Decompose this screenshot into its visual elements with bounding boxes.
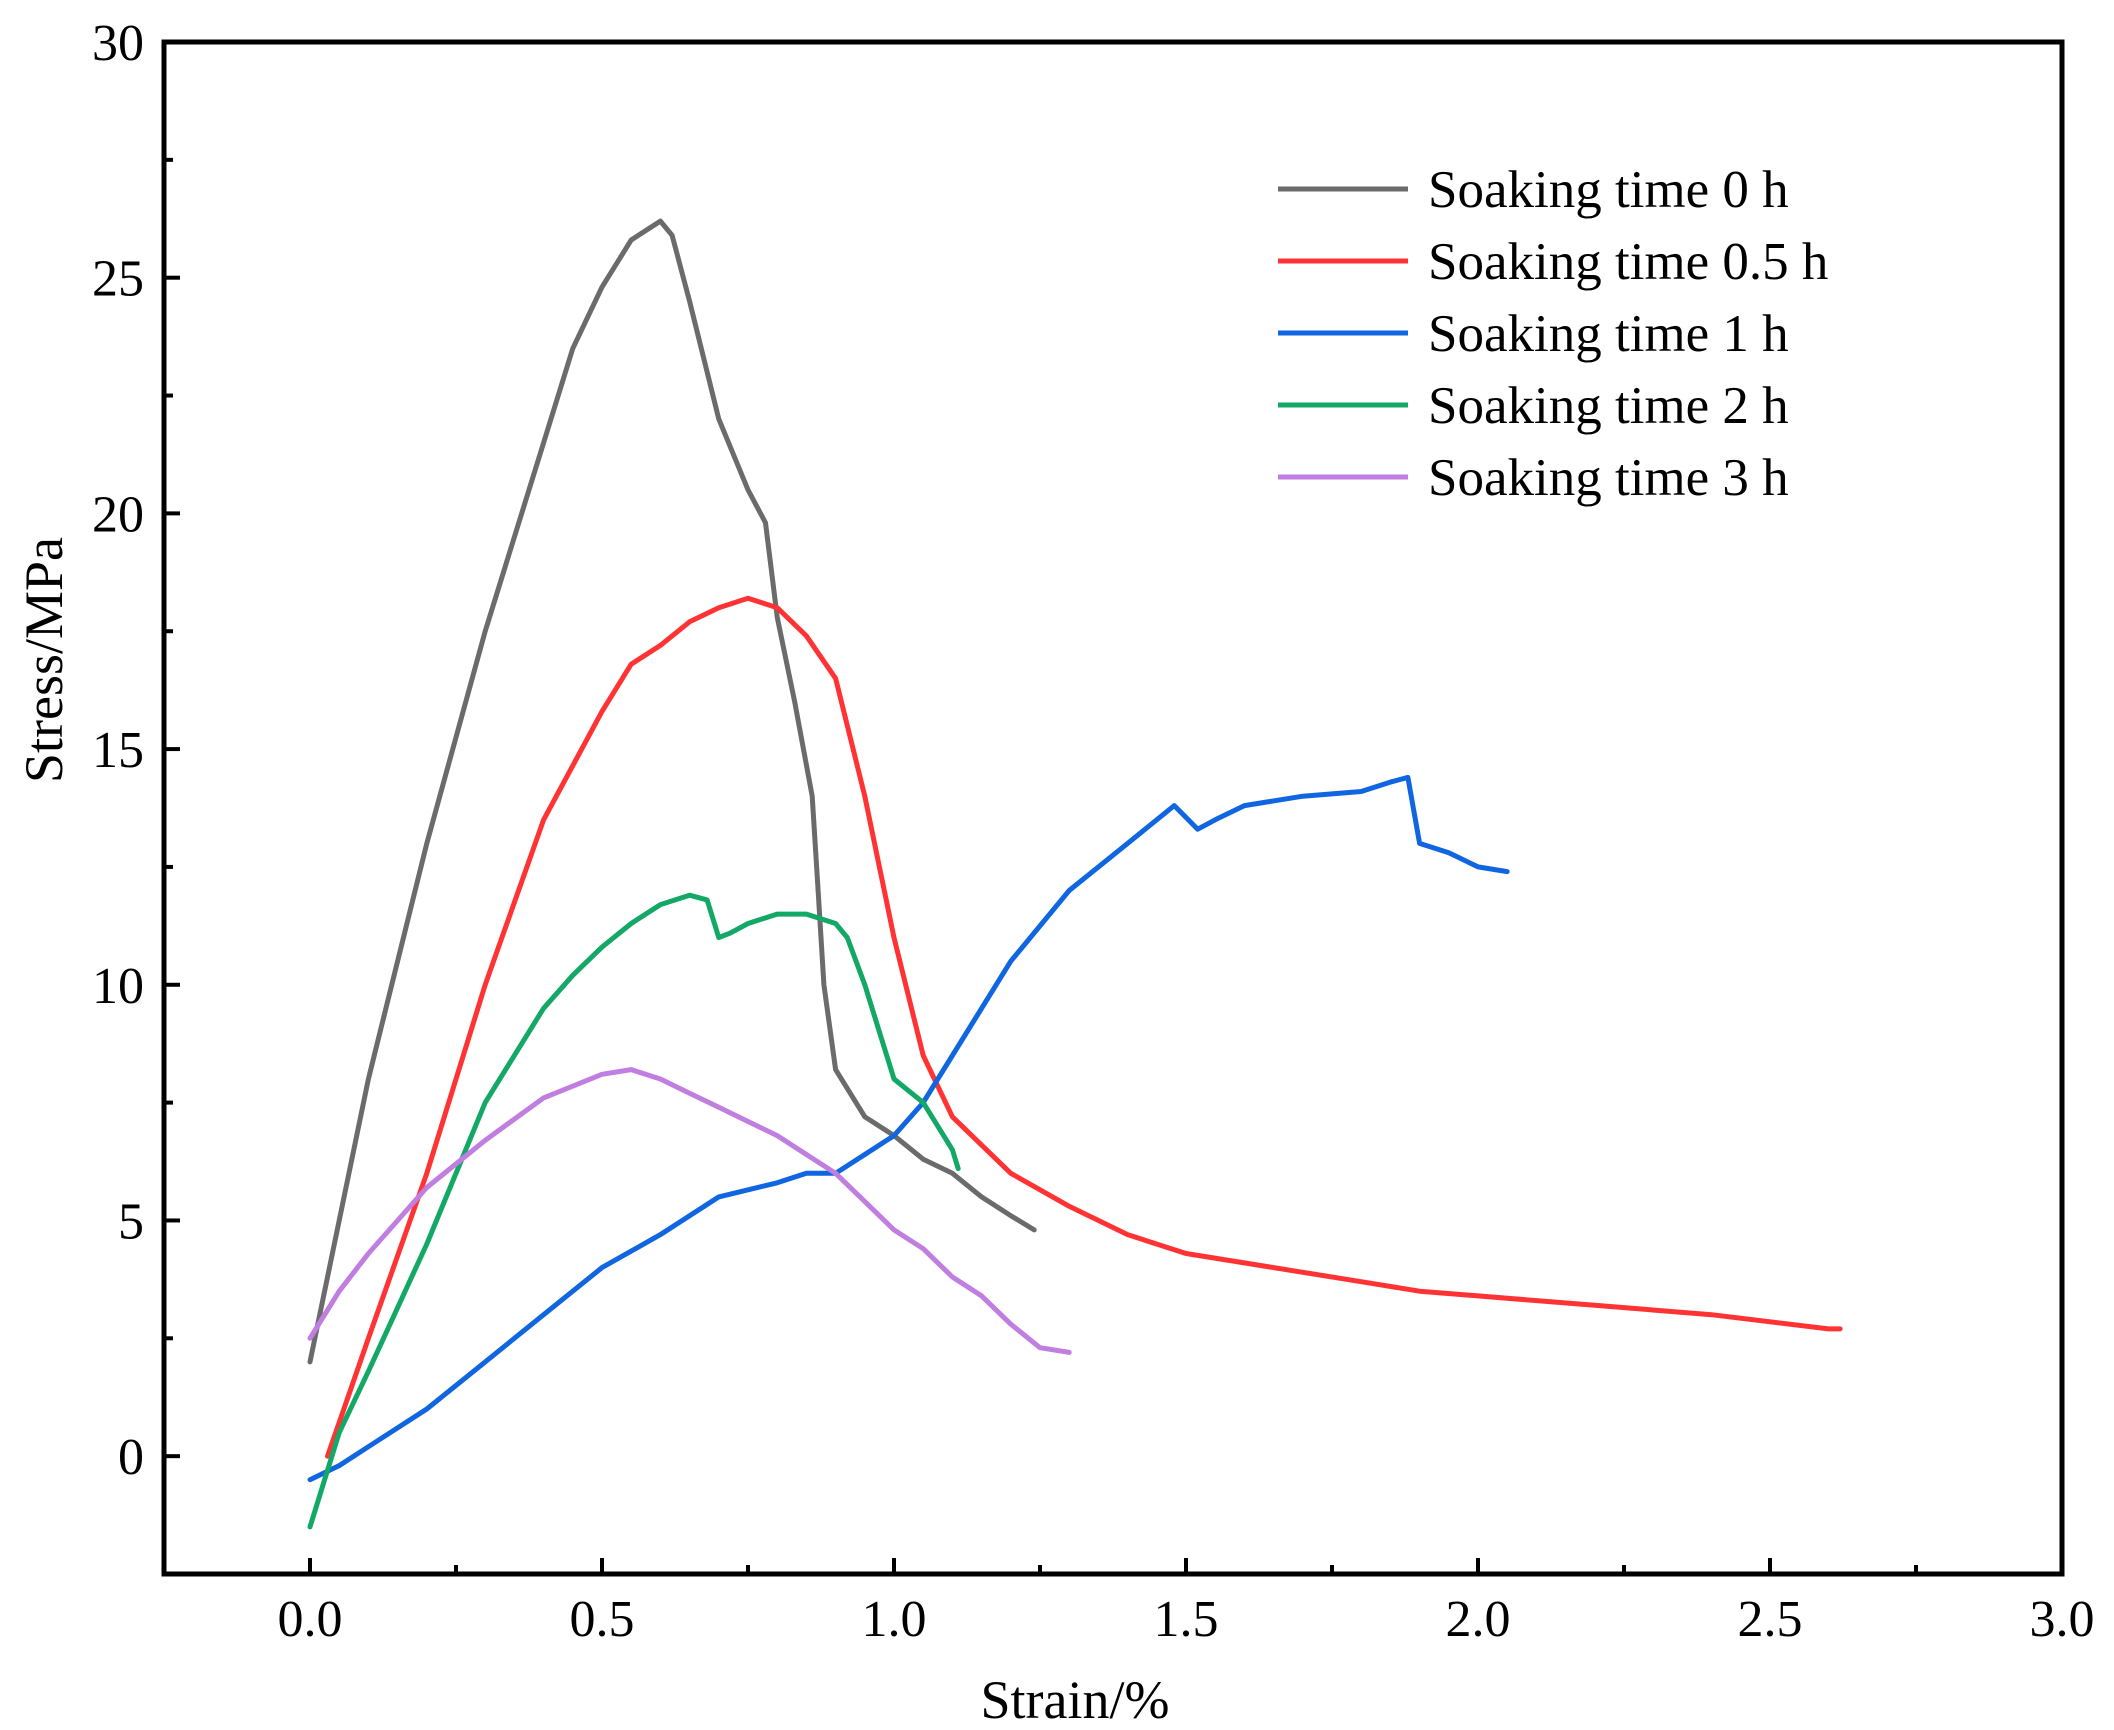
x-tick-label: 0.5: [570, 1591, 635, 1648]
y-axis-title: Stress/MPa: [14, 537, 74, 783]
ticks-layer: 0.0 0.5 1.0 1.5 2.0 2.5 3.0 0 5 10 15 20 25 30: [92, 15, 2095, 1648]
legend: Soaking time 0 h Soaking time 0.5 h Soakin…: [1278, 161, 1828, 507]
y-tick-label: 20: [92, 486, 144, 543]
series-line-4: [307, 1067, 1072, 1355]
legend-label-1: Soaking time 0.5 h: [1428, 233, 1828, 291]
y-tick-label: 0: [118, 1429, 144, 1486]
series-line-1: [325, 595, 1843, 1459]
y-tick-label: 30: [92, 15, 144, 72]
x-tick-label: 3.0: [2030, 1591, 2095, 1648]
y-tick-label: 10: [92, 958, 144, 1015]
legend-label-4: Soaking time 3 h: [1428, 449, 1789, 507]
series-line-3: [307, 892, 961, 1530]
x-tick-label: 2.5: [1738, 1591, 1803, 1648]
x-tick-label: 1.5: [1154, 1591, 1219, 1648]
series-line-2: [307, 774, 1510, 1483]
y-tick-label: 5: [118, 1193, 144, 1250]
x-tick-label: 1.0: [862, 1591, 927, 1648]
plot-frame: [161, 39, 2065, 1577]
legend-label-3: Soaking time 2 h: [1428, 377, 1789, 435]
series-layer: [307, 218, 1843, 1530]
series-line-0: [307, 218, 1037, 1365]
x-tick-label: 0.0: [278, 1591, 343, 1648]
x-tick-label: 2.0: [1446, 1591, 1511, 1648]
y-tick-label: 15: [92, 722, 144, 779]
x-axis-title: Strain/%: [981, 1670, 1170, 1730]
legend-label-0: Soaking time 0 h: [1428, 161, 1789, 219]
legend-label-2: Soaking time 1 h: [1428, 305, 1789, 363]
y-tick-label: 25: [92, 251, 144, 308]
